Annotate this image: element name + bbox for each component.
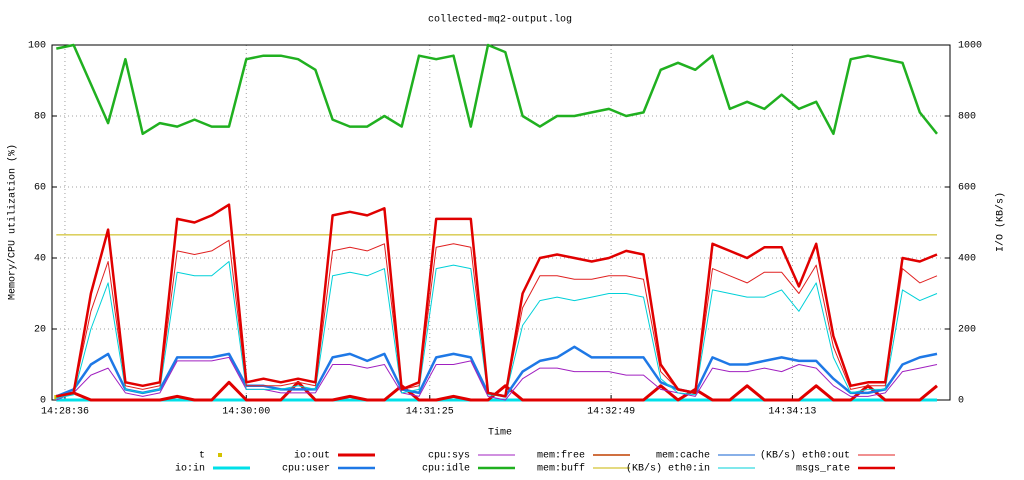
series-line: [55, 345, 938, 398]
legend-label: mem:free: [537, 450, 585, 462]
series-line: [56, 203, 938, 398]
x-tick-label: 14:31:25: [406, 407, 454, 418]
series-line: [56, 261, 938, 399]
y-tick-label: 100: [28, 41, 46, 52]
y2-tick-label: 0: [958, 396, 964, 407]
series-line: [56, 239, 938, 397]
y-tick-label: 40: [34, 254, 46, 265]
series-line: [56, 356, 938, 401]
legend-label: (KB/s) eth0:out: [760, 450, 850, 462]
legend-label: io:out: [294, 450, 330, 462]
legend-label: cpu:user: [282, 464, 330, 475]
y2-tick-label: 600: [958, 183, 976, 194]
point: [54, 395, 59, 399]
legend-label: msgs_rate: [796, 464, 850, 475]
x-tick-label: 14:32:49: [587, 407, 635, 418]
legend-label: mem:cache: [656, 450, 710, 462]
y-tick-label: 0: [40, 396, 46, 407]
chart-title: collected-mq2-output.log: [428, 14, 572, 26]
legend-label: (KB/s) eth0:in: [626, 463, 710, 475]
x-tick-label: 14:28:36: [41, 407, 89, 418]
y2-tick-label: 800: [958, 112, 976, 123]
series-line: [56, 380, 938, 402]
y-axis-label: Memory/CPU utilization (%): [7, 144, 19, 300]
x-tick-label: 14:30:00: [222, 407, 270, 418]
legend-label: cpu:sys: [428, 451, 470, 462]
legend-label: cpu:idle: [422, 463, 470, 475]
x-tick-label: 14:34:13: [768, 407, 816, 418]
legend-label: io:in: [175, 463, 205, 475]
y2-axis-label: I/O (KB/s): [995, 192, 1007, 252]
legend-label: mem:buff: [537, 463, 585, 475]
y-tick-label: 80: [34, 112, 46, 123]
plot-border: [51, 44, 951, 401]
y-tick-label: 60: [34, 183, 46, 194]
y-tick-label: 20: [34, 325, 46, 336]
y2-tick-label: 1000: [958, 41, 982, 52]
x-axis-label: Time: [488, 427, 512, 439]
y2-tick-label: 400: [958, 254, 976, 265]
series-line: [56, 43, 938, 136]
y2-tick-label: 200: [958, 325, 976, 336]
legend-swatch: [218, 453, 222, 457]
legend-label: t: [199, 451, 205, 462]
